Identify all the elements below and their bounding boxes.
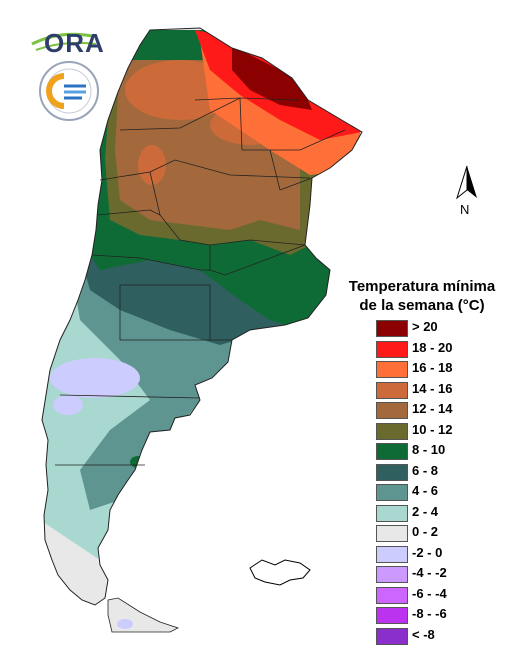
legend-swatch [376,525,408,542]
country-outline [41,27,363,606]
legend-label: 10 - 12 [412,421,453,437]
legend-swatch [376,320,408,337]
legend-label: 2 - 4 [412,503,439,519]
legend-label: 16 - 18 [412,360,453,375]
north-arrow-icon [456,165,477,200]
north-label: N [460,202,470,217]
legend-label: 0 - 2 [412,524,439,539]
ora-logo-text: ORA [44,28,105,58]
legend-label: -6 - -4 [412,585,447,601]
province-borders [55,97,346,466]
legend-swatch [376,443,408,460]
legend-swatch [376,627,408,645]
legend-swatch [376,402,408,419]
legend-label: 18 - 20 [412,339,453,355]
legend-swatch [376,381,408,399]
legend-swatch [376,361,408,378]
legend-title-line1: Temperatura mínima [348,278,496,295]
legend-title: Temperatura mínima de la semana (°C) [322,277,510,315]
legend-label: 6 - 8 [412,462,439,478]
legend-swatch [376,566,408,583]
legend-label: > 20 [412,319,438,334]
legend-swatch [376,340,408,358]
legend-title-line2: de la semana (°C) [359,297,485,314]
legend-label: 8 - 10 [412,442,446,457]
legend-swatch [376,463,408,481]
legend-swatch [376,484,408,501]
legend-label: -2 - 0 [412,544,443,560]
legend-swatch [376,504,408,522]
legend-swatch [376,586,408,604]
legend-label: 4 - 6 [412,483,439,498]
legend-swatch [376,607,408,624]
legend-label: -4 - -2 [412,565,447,580]
malvinas-islands [249,559,311,586]
legend-swatch [376,422,408,440]
legend-label: -8 - -6 [412,606,447,621]
legend-label: 12 - 14 [412,401,453,416]
smn-seal-logo [39,61,99,121]
legend-label: < -8 [412,626,435,642]
legend-swatch [376,545,408,563]
ora-logo [31,32,97,51]
legend-label: 14 - 16 [412,380,453,396]
